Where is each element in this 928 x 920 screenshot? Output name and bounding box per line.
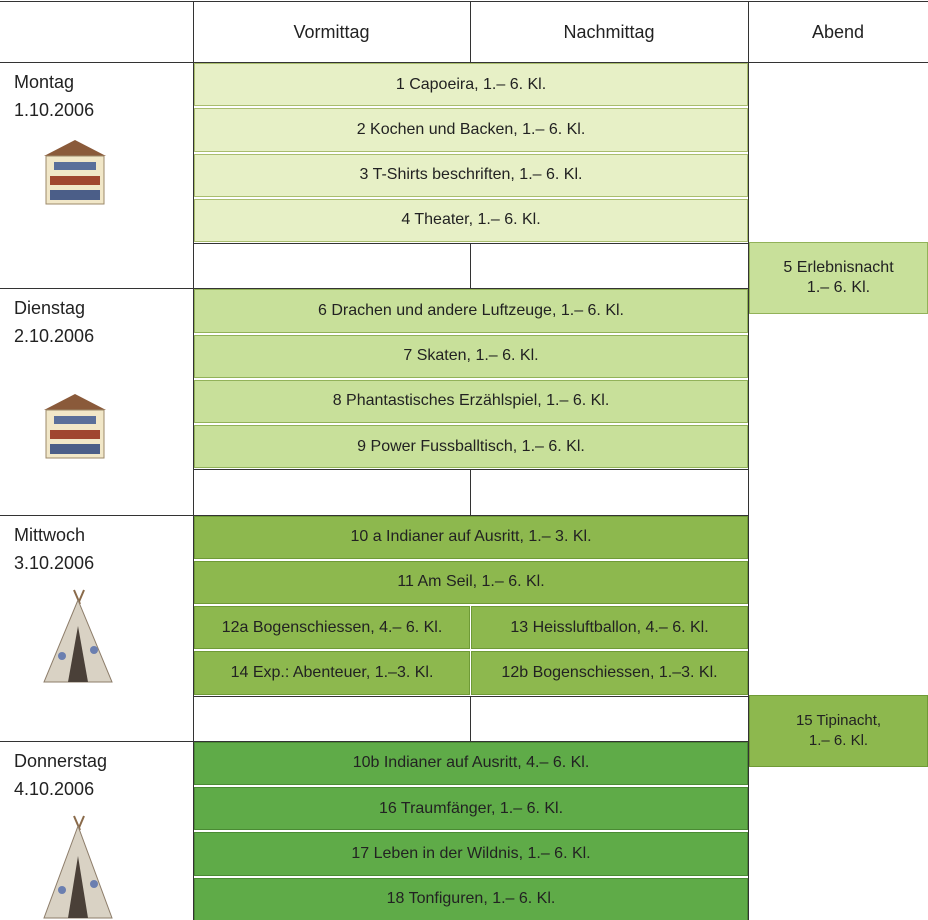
activity-cell: 17 Leben in der Wildnis, 1.– 6. Kl. [194,832,748,876]
day-name: Montag [14,72,75,92]
evening-text: 1.– 6. Kl. [806,279,871,297]
column-header: Vormittag [293,21,370,42]
activity-cell: 16 Traumfänger, 1.– 6. Kl. [194,787,748,831]
activity-cell: 12b Bogenschiessen, 1.–3. Kl. [471,651,748,695]
grid-line [470,243,471,289]
evening-cell: 15 Tipinacht, 1.– 6. Kl. [749,694,928,767]
column-header: Nachmittag [563,21,655,42]
tipi-icon [43,589,113,683]
activity-cell: 18 Tonfiguren, 1.– 6. Kl. [194,877,748,920]
day-date: 4.10.2006 [14,778,95,799]
activity-cell: 12a Bogenschiessen, 4.– 6. Kl. [194,606,470,650]
day-name: Mittwoch [14,524,86,545]
day-name: Donnerstag [14,750,108,771]
activity-cell: 13 Heissluftballon, 4.– 6. Kl. [471,606,748,650]
grid-line [193,62,194,920]
activity-cell: 9 Power Fussballtisch, 1.– 6. Kl. [194,425,748,469]
activity-cell: 6 Drachen und andere Luftzeuge, 1.– 6. K… [194,289,748,333]
tipi-icon [43,815,113,919]
day-name: Dienstag [14,298,86,319]
grid-line [470,1,471,63]
grid-line [470,469,471,515]
house-icon [44,394,106,459]
grid-line [0,288,748,290]
activity-cell: 14 Exp.: Abenteuer, 1.–3. Kl. [194,651,470,695]
day-date: 3.10.2006 [14,552,95,573]
grid-line [0,62,928,63]
day-date: 2.10.2006 [14,326,95,347]
activity-cell: 8 Phantastisches Erzählspiel, 1.– 6. Kl. [194,379,748,423]
grid-line [748,62,749,920]
grid-line [0,514,748,516]
activity-cell: 4 Theater, 1.– 6. Kl. [194,198,748,242]
activity-cell: 1 Capoeira, 1.– 6. Kl. [194,63,748,107]
grid-line [0,740,748,742]
evening-text: 5 Erlebnisnacht [783,259,894,277]
evening-text: 15 Tipinacht, [795,711,882,729]
activity-cell: 10 a Indianer auf Ausritt, 1.– 3. Kl. [194,515,748,559]
column-header: Abend [811,21,865,42]
day-date: 1.10.2006 [14,100,95,120]
grid-line [748,1,749,63]
activity-cell: 7 Skaten, 1.– 6. Kl. [194,334,748,378]
grid-line [470,695,471,741]
evening-cell: 5 Erlebnisnacht 1.– 6. Kl. [749,242,928,315]
activity-cell: 3 T-Shirts beschriften, 1.– 6. Kl. [194,153,748,197]
grid-line [193,1,194,63]
activity-cell: 2 Kochen und Backen, 1.– 6. Kl. [194,108,748,152]
activity-cell: 11 Am Seil, 1.– 6. Kl. [194,560,748,604]
house-icon [44,140,106,205]
activity-cell: 10b Indianer auf Ausritt, 4.– 6. Kl. [194,741,748,785]
grid-line [0,1,928,2]
evening-text: 1.– 6. Kl. [808,731,869,749]
